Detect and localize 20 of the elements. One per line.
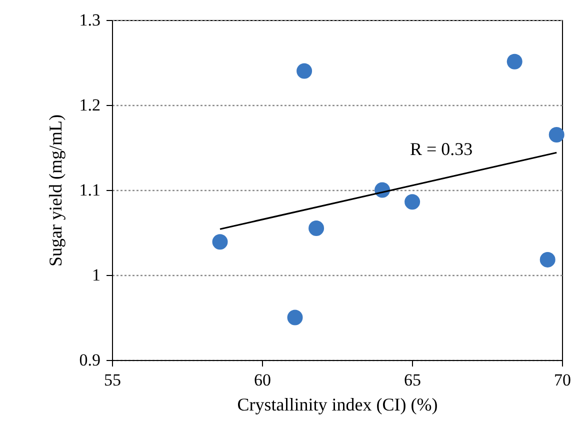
x-tick-label: 70 — [554, 370, 571, 390]
x-tick-label: 60 — [254, 370, 271, 390]
point — [212, 234, 228, 250]
y-axis-title: Sugar yield (mg/mL) — [45, 114, 66, 266]
y-tick-label: 1.1 — [79, 180, 100, 200]
point — [404, 194, 420, 210]
point — [296, 63, 312, 79]
y-tick-label: 1.2 — [79, 96, 100, 114]
x-tick-label: 65 — [404, 370, 421, 390]
point — [548, 127, 564, 142]
point — [308, 220, 324, 236]
x-tick-label: 55 — [104, 370, 121, 390]
y-tick-label: 0.9 — [79, 350, 100, 370]
y-tick-label: 1 — [92, 266, 100, 284]
y-tick-label: 1.3 — [79, 10, 100, 30]
x-axis-title: Crystallinity index (CI) (%) — [237, 394, 438, 414]
annotation: R = 0.33 — [410, 139, 473, 159]
point — [506, 54, 522, 70]
point — [287, 310, 303, 326]
point — [540, 252, 556, 268]
